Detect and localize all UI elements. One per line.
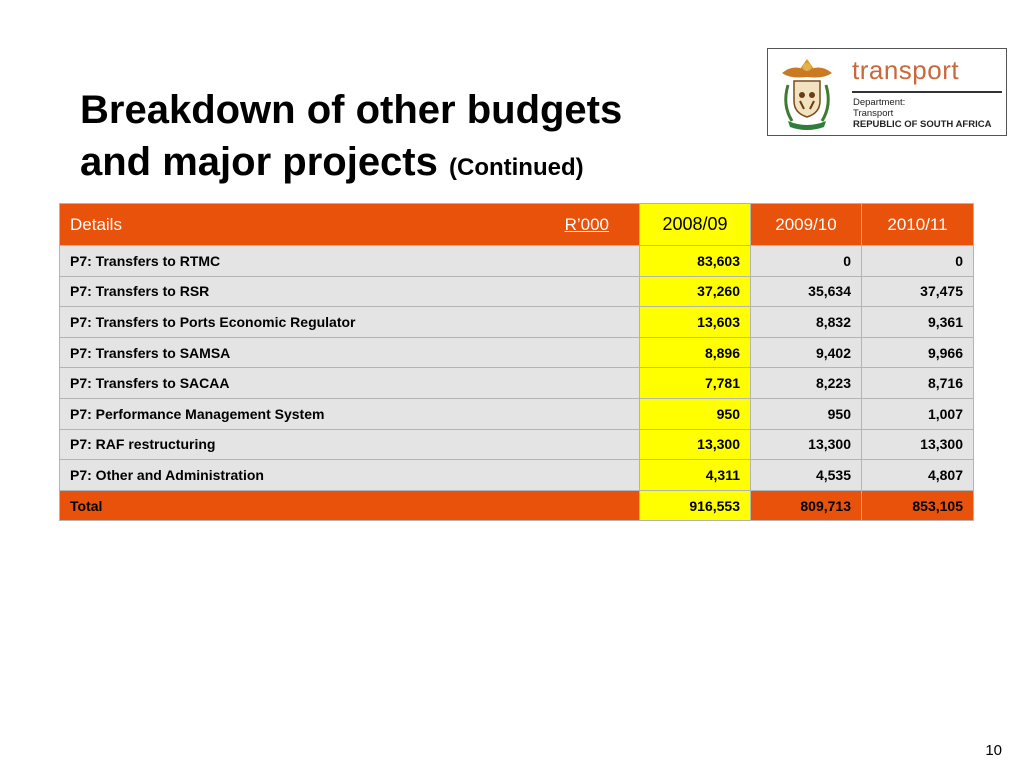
header-2008-09: 2008/09 — [639, 203, 751, 246]
row-value-2008-09: 13,300 — [639, 428, 751, 461]
row-value-2010-11: 4,807 — [861, 459, 974, 491]
row-value-2008-09: 7,781 — [639, 367, 751, 399]
row-value-2009-10: 8,223 — [750, 367, 862, 399]
logo-dept-line-2: Transport — [853, 108, 894, 119]
row-value-2009-10: 9,402 — [750, 336, 862, 369]
total-value-2008-09: 916,553 — [639, 489, 751, 522]
table-row: P7: Transfers to RSR 37,260 35,634 37,47… — [59, 275, 974, 308]
row-value-2009-10: 13,300 — [750, 428, 862, 461]
title-suffix: (Continued) — [449, 154, 584, 181]
header-unit: R’000 — [564, 215, 609, 234]
row-value-2008-09: 8,896 — [639, 336, 751, 369]
logo-dept-line-3: REPUBLIC OF SOUTH AFRICA — [853, 119, 992, 130]
table-row: P7: Performance Management System 950 95… — [59, 397, 974, 430]
row-value-2010-11: 9,361 — [861, 306, 974, 338]
budget-table: Details R’000 2008/09 2009/10 2010/11 P7… — [59, 203, 974, 522]
page-number: 10 — [985, 742, 1002, 759]
row-value-2010-11: 13,300 — [861, 428, 974, 461]
total-row: Total 916,553 809,713 853,105 — [59, 489, 974, 522]
coat-of-arms-icon — [782, 59, 832, 130]
table-row: P7: Transfers to SACAA 7,781 8,223 8,716 — [59, 367, 974, 399]
row-label: P7: Other and Administration — [59, 459, 640, 491]
total-value-2010-11: 853,105 — [861, 489, 974, 522]
row-label: P7: Transfers to RTMC — [59, 245, 640, 277]
row-label: P7: Transfers to Ports Economic Regulato… — [59, 306, 640, 338]
logo-brand-text: transport — [852, 55, 960, 85]
row-label: P7: Transfers to SAMSA — [59, 336, 640, 369]
row-label: P7: Transfers to RSR — [59, 275, 640, 308]
row-label: P7: Performance Management System — [59, 397, 640, 430]
title-line-1: Breakdown of other budgets — [80, 88, 623, 132]
row-value-2008-09: 83,603 — [639, 245, 751, 277]
total-value-2009-10: 809,713 — [750, 489, 862, 522]
row-value-2009-10: 0 — [750, 245, 862, 277]
table-row: P7: RAF restructuring 13,300 13,300 13,3… — [59, 428, 974, 461]
row-value-2008-09: 950 — [639, 397, 751, 430]
header-2010-11: 2010/11 — [861, 203, 974, 246]
title-line-2: and major projects (Continued) — [80, 136, 740, 194]
logo-dept-line-1: Department: — [853, 97, 906, 108]
row-value-2010-11: 9,966 — [861, 336, 974, 369]
header-details: Details R’000 — [59, 203, 640, 246]
header-2009-10: 2009/10 — [750, 203, 862, 246]
department-logo: transport Department: Transport REPUBLIC… — [767, 48, 1007, 136]
title-line-2-text: and major projects — [80, 140, 438, 184]
row-value-2008-09: 13,603 — [639, 306, 751, 338]
row-value-2010-11: 1,007 — [861, 397, 974, 430]
table-row: P7: Transfers to Ports Economic Regulato… — [59, 306, 974, 338]
logo-department-text: Department: Transport REPUBLIC OF SOUTH … — [853, 97, 991, 130]
table-header-row: Details R’000 2008/09 2009/10 2010/11 — [59, 203, 974, 246]
row-value-2010-11: 8,716 — [861, 367, 974, 399]
row-value-2009-10: 8,832 — [750, 306, 862, 338]
row-value-2009-10: 950 — [750, 397, 862, 430]
row-label: P7: Transfers to SACAA — [59, 367, 640, 399]
row-value-2009-10: 35,634 — [750, 275, 862, 308]
row-label: P7: RAF restructuring — [59, 428, 640, 461]
row-value-2010-11: 37,475 — [861, 275, 974, 308]
row-value-2008-09: 4,311 — [639, 459, 751, 491]
table-row: P7: Transfers to SAMSA 8,896 9,402 9,966 — [59, 336, 974, 369]
row-value-2008-09: 37,260 — [639, 275, 751, 308]
logo-divider — [852, 91, 1002, 93]
row-value-2010-11: 0 — [861, 245, 974, 277]
total-label: Total — [59, 489, 640, 522]
table-row: P7: Other and Administration 4,311 4,535… — [59, 459, 974, 491]
slide-title: Breakdown of other budgets and major pro… — [80, 84, 740, 194]
header-details-label: Details — [70, 214, 122, 234]
table-row: P7: Transfers to RTMC 83,603 0 0 — [59, 245, 974, 277]
row-value-2009-10: 4,535 — [750, 459, 862, 491]
